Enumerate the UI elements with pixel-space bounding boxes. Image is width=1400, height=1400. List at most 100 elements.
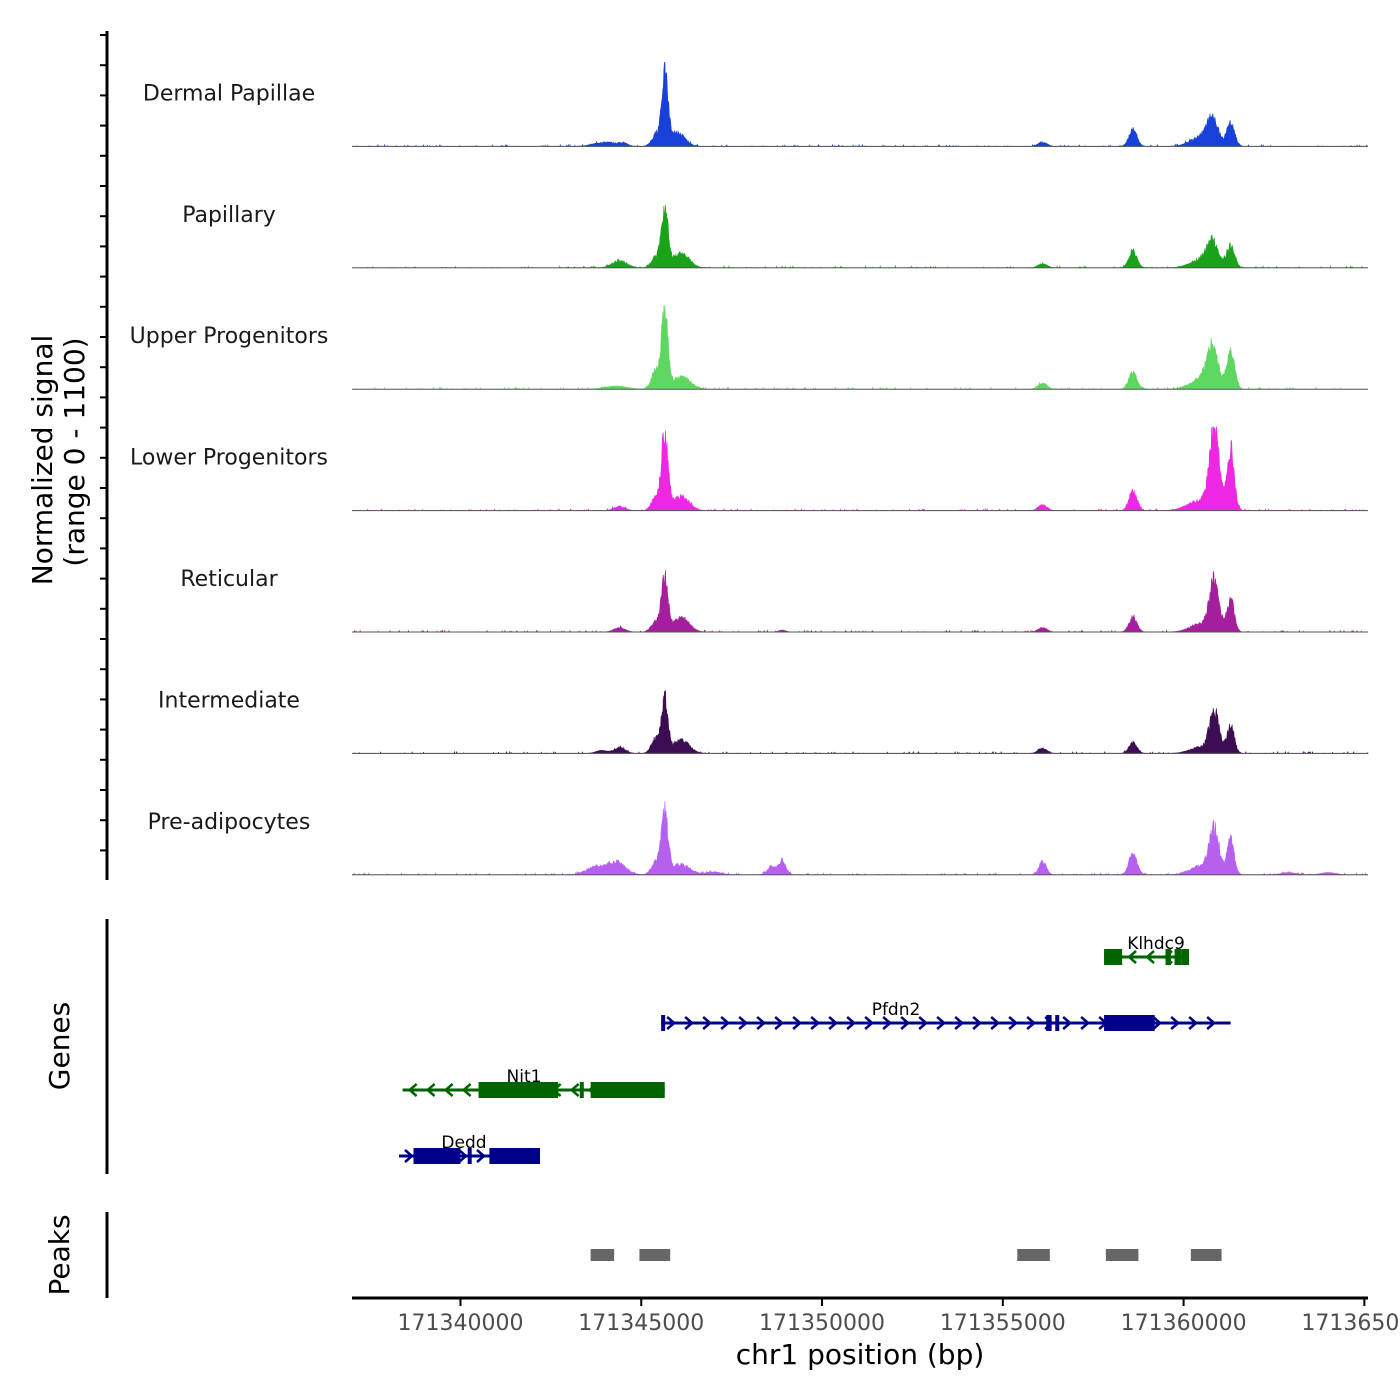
track-label: Lower Progenitors [130, 446, 328, 471]
signal-y-axis [100, 31, 109, 880]
track-label: Intermediate [158, 688, 300, 713]
x-tick-label: 171360000 [1121, 1311, 1247, 1336]
strand-chevron [1188, 1016, 1199, 1030]
gene-label: Klhdc9 [1127, 934, 1185, 954]
strand-chevron [828, 1016, 839, 1030]
strand-chevron [666, 1016, 677, 1030]
gene-label: Pfdn2 [872, 1000, 921, 1020]
strand-chevron [900, 1016, 911, 1030]
signal-area [351, 62, 1368, 148]
x-tick-label: 171340000 [397, 1311, 523, 1336]
peak-region [1017, 1249, 1050, 1261]
track-intermediate: Intermediate [158, 688, 1369, 755]
peak-region [1190, 1249, 1222, 1261]
gene-exon [1055, 1015, 1060, 1031]
x-tick-label: 171365000 [1301, 1311, 1400, 1336]
track-reticular: Reticular [180, 567, 1368, 633]
strand-chevron [918, 1016, 929, 1030]
signal-area [352, 801, 1368, 876]
gene-exon [1165, 949, 1171, 965]
strand-chevron [972, 1016, 983, 1030]
strand-chevron [1127, 950, 1137, 964]
peak-region [590, 1249, 615, 1261]
genes-track-title: Genes [43, 1002, 76, 1090]
strand-chevron [425, 1083, 436, 1097]
x-tick-label: 171350000 [759, 1311, 885, 1336]
gene-exon [478, 1082, 559, 1098]
peaks-track-title: Peaks [43, 1214, 76, 1295]
strand-chevron [936, 1016, 947, 1030]
gene-exon [1104, 949, 1123, 965]
strand-chevron [476, 1149, 486, 1163]
signal-area [352, 426, 1368, 512]
gene-exon [1174, 949, 1182, 965]
signal-area [352, 204, 1368, 269]
strand-chevron [864, 1016, 875, 1030]
signal-area [352, 690, 1369, 755]
signal-area [352, 305, 1368, 391]
gene-dedd: Dedd [399, 1133, 541, 1164]
strand-chevron [756, 1016, 767, 1030]
strand-chevron [720, 1016, 731, 1030]
x-axis-title: chr1 position (bp) [736, 1338, 985, 1371]
gene-nit1: Nit1 [402, 1067, 665, 1098]
x-tick-label: 171355000 [940, 1311, 1066, 1336]
strand-chevron [792, 1016, 803, 1030]
gene-label: Dedd [441, 1133, 486, 1153]
track-label: Papillary [182, 203, 276, 228]
strand-chevron [461, 1083, 472, 1097]
strand-chevron [458, 1149, 468, 1163]
strand-chevron [1206, 1016, 1217, 1030]
track-label: Pre-adipocytes [148, 810, 311, 835]
strand-chevron [774, 1016, 785, 1030]
track-label: Reticular [180, 567, 278, 592]
gene-exon [1104, 1015, 1155, 1031]
gene-label: Nit1 [507, 1067, 542, 1087]
track-label: Upper Progenitors [130, 324, 329, 349]
track-lower-progenitors: Lower Progenitors [130, 426, 1368, 512]
gene-exon [1183, 949, 1190, 965]
gene-exon [579, 1082, 584, 1098]
peak-region [1105, 1249, 1139, 1261]
signal-area [352, 569, 1368, 633]
gene-exon [413, 1148, 461, 1164]
track-label: Dermal Papillae [143, 81, 315, 106]
strand-chevron [1080, 1016, 1091, 1030]
gene-track: Klhdc9 Pfdn2 Nit1 Dedd [399, 934, 1231, 1164]
gene-exon [590, 1082, 665, 1098]
y-axis-title-line1: Normalized signal [26, 335, 59, 586]
strand-chevron [1170, 1016, 1181, 1030]
strand-chevron [810, 1016, 821, 1030]
gene-exon [489, 1148, 541, 1164]
gene-exon [467, 1148, 472, 1164]
strand-chevron [1008, 1016, 1019, 1030]
coverage-tracks: Dermal Papillae Papillary Upper Progenitor… [130, 62, 1369, 876]
strand-chevron [404, 1149, 414, 1163]
strand-chevron [738, 1016, 749, 1030]
track-dermal-papillae: Dermal Papillae [143, 62, 1368, 148]
strand-chevron [882, 1016, 893, 1030]
strand-chevron [569, 1083, 580, 1097]
track-upper-progenitors: Upper Progenitors [130, 305, 1368, 391]
track-papillary: Papillary [182, 203, 1368, 269]
y-axis-title-line2: (range 0 - 1100) [58, 337, 91, 566]
gene-exon [1046, 1015, 1052, 1031]
strand-chevron [846, 1016, 857, 1030]
strand-chevron [702, 1016, 713, 1030]
strand-chevron [443, 1083, 454, 1097]
peak-region [639, 1249, 671, 1261]
gene-exon [661, 1015, 666, 1031]
strand-chevron [684, 1016, 695, 1030]
strand-chevron [1026, 1016, 1037, 1030]
strand-chevron [1145, 950, 1155, 964]
strand-chevron [990, 1016, 1001, 1030]
strand-chevron [1152, 1016, 1163, 1030]
track-pre-adipocytes: Pre-adipocytes [148, 801, 1368, 876]
strand-chevron [954, 1016, 965, 1030]
x-axis: 171340000 171345000 171350000 171355000 1713… [352, 1296, 1400, 1336]
peak-track [590, 1249, 1222, 1261]
x-tick-label: 171345000 [578, 1311, 704, 1336]
gene-pfdn2: Pfdn2 [661, 1000, 1231, 1031]
strand-chevron [407, 1083, 418, 1097]
